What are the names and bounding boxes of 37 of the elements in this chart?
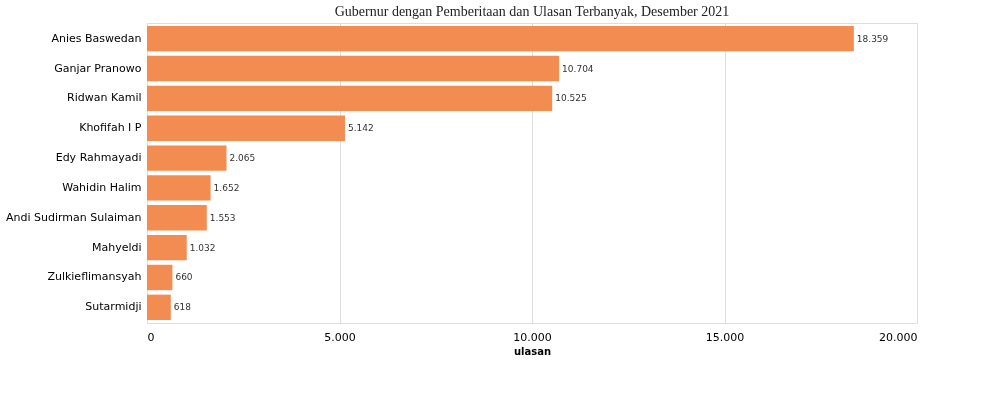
y-tick-label: Ganjar Pranowo (54, 61, 142, 75)
y-tick-label: Andi Sudirman Sulaiman (5, 210, 142, 224)
x-tick-label: 0 (147, 330, 155, 344)
y-tick-label: Zulkieflimansyah (47, 270, 142, 284)
x-tick-label: 20.000 (879, 330, 918, 344)
data-label: 5.142 (347, 123, 374, 134)
y-tick-label: Anies Baswedan (51, 31, 142, 45)
data-label: 10.525 (555, 93, 587, 104)
y-tick-label: Sutarmidji (85, 300, 142, 314)
bar (147, 25, 854, 52)
data-label: 18.359 (856, 33, 889, 44)
y-tick-label: Ridwan Kamil (67, 91, 142, 105)
x-axis-title: ulasan (513, 345, 552, 357)
bar (147, 145, 227, 171)
data-label: 1.032 (189, 242, 216, 253)
data-label: 660 (175, 272, 193, 283)
bar (147, 55, 560, 82)
x-tick-label: 15.000 (705, 330, 745, 344)
bar (147, 115, 345, 141)
bar (147, 234, 187, 261)
y-tick-label: Khofifah I P (79, 121, 142, 135)
data-label: 2.065 (229, 153, 256, 164)
data-label: 618 (173, 302, 192, 313)
y-tick-label: Mahyeldi (91, 240, 142, 254)
bar (147, 175, 211, 201)
data-label: 1.652 (213, 182, 240, 193)
x-tick-label: 5.000 (324, 330, 356, 344)
bar (147, 205, 207, 231)
data-label: 10.704 (562, 63, 594, 74)
data-label: 1.553 (209, 212, 236, 223)
bar (147, 85, 553, 112)
x-tick-label: 10.000 (513, 330, 552, 344)
bar (147, 264, 173, 291)
bar (147, 294, 171, 321)
y-tick-label: Wahidin Halim (62, 180, 142, 194)
y-tick-label: Edy Rahmayadi (55, 151, 142, 165)
chart-title: Gubernur dengan Pemberitaan dan Ulasan Terbanyak, Desember 2021 (334, 4, 730, 19)
